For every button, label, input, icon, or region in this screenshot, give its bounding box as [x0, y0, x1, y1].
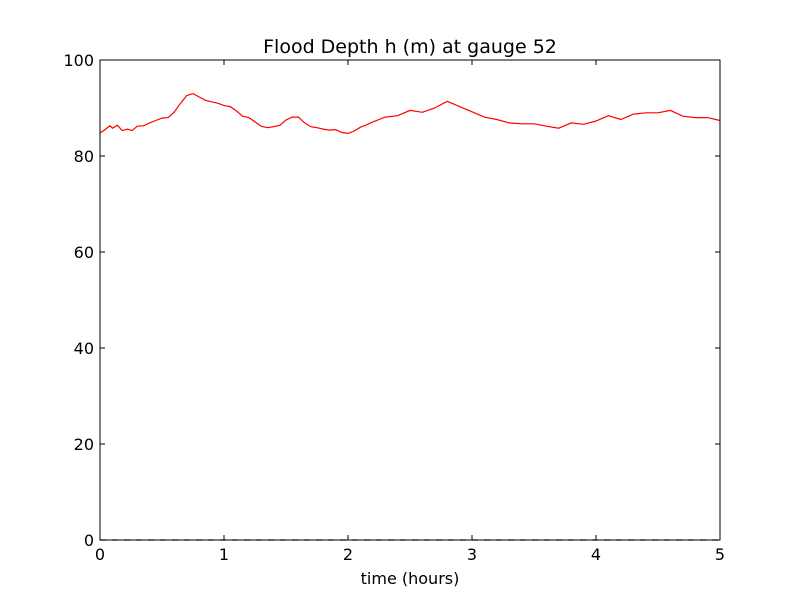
plot-frame [99, 59, 721, 541]
x-tick-label: 0 [95, 545, 105, 564]
chart-title: Flood Depth h (m) at gauge 52 [263, 36, 557, 58]
x-axis-label: time (hours) [361, 569, 460, 588]
y-tick-label: 80 [74, 147, 94, 166]
y-tick-label: 0 [84, 531, 94, 550]
y-tick-label: 40 [74, 339, 94, 358]
y-tick-label: 60 [74, 243, 94, 262]
x-tick-label: 1 [219, 545, 229, 564]
x-tick-label: 3 [467, 545, 477, 564]
x-tick-label: 5 [715, 545, 725, 564]
y-tick-label: 20 [74, 435, 94, 454]
y-tick-label: 100 [63, 51, 94, 70]
x-tick-label: 4 [591, 545, 601, 564]
plot-area [99, 92, 721, 541]
x-tick-label: 2 [343, 545, 353, 564]
axis-ticks: 0 1 2 3 4 5 0 20 40 60 80 100 [63, 51, 725, 564]
series-line-depth [99, 92, 721, 135]
